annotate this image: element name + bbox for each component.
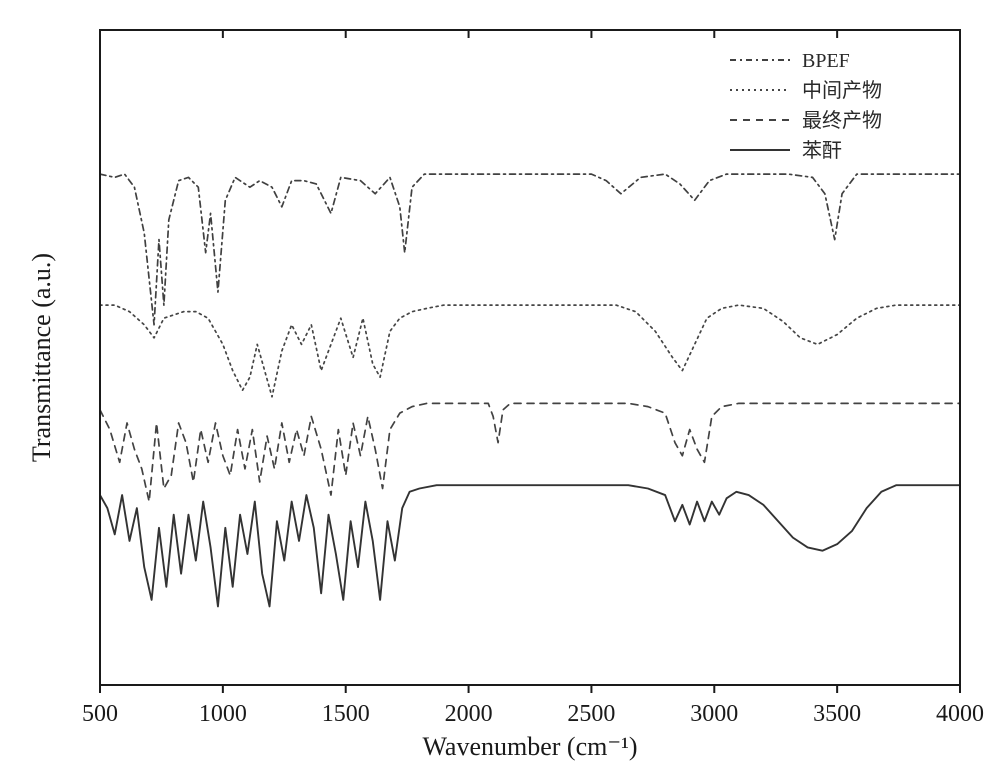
y-axis-label: Transmittance (a.u.) xyxy=(27,253,56,462)
legend-label: 中间产物 xyxy=(802,79,882,102)
x-tick-label: 3500 xyxy=(813,701,861,727)
legend-label: BPEF xyxy=(802,50,850,72)
x-tick-label: 1000 xyxy=(199,701,247,727)
x-tick-label: 4000 xyxy=(936,701,984,727)
x-tick-label: 500 xyxy=(82,701,118,727)
x-axis-label: Wavenumber (cm⁻¹) xyxy=(422,732,637,761)
x-tick-label: 2000 xyxy=(445,701,493,727)
x-tick-label: 2500 xyxy=(567,701,615,727)
legend-label: 最终产物 xyxy=(802,109,882,132)
ftir-transmittance-chart: 500 1000 1500 2000 2500 3000 3500 4000 Wavenumbe… xyxy=(0,0,1000,765)
x-tick-label: 1500 xyxy=(322,701,370,727)
legend-label: 苯酐 xyxy=(802,139,842,162)
x-tick-label: 3000 xyxy=(690,701,738,727)
